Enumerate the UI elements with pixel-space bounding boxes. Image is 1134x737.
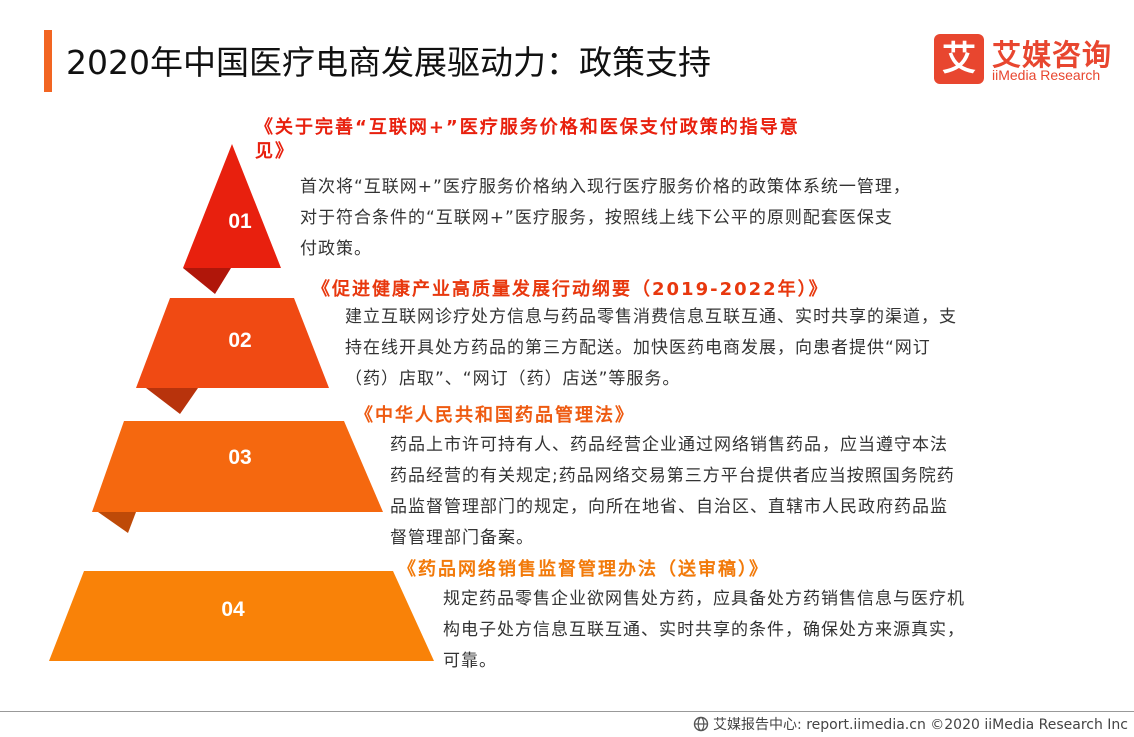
policy-3-title-line-1: 《中华人民共和国药品管理法》	[355, 405, 635, 426]
pyramid-level-3-fold	[98, 512, 136, 533]
policy-1-desc-line: 首次将“互联网+”医疗服务价格纳入现行医疗服务价格的政策体系统一管理，	[300, 177, 911, 197]
policy-3-desc-line: 品监督管理部门的规定，向所在地省、自治区、直辖市人民政府药品监	[390, 497, 948, 517]
policy-1-desc: 首次将“互联网+”医疗服务价格纳入现行医疗服务价格的政策体系统一管理， 对于符合…	[300, 172, 911, 265]
logo-cn-name: 艾媒咨询	[992, 38, 1113, 72]
logo-en-name: iiMedia Research	[992, 67, 1101, 83]
policy-4-desc-line: 构电子处方信息互联互通、实时共享的条件，确保处方来源真实，	[443, 620, 965, 640]
policy-4-desc: 规定药品零售企业欲网售处方药，应具备处方药销售信息与医疗机 构电子处方信息互联互…	[443, 584, 965, 677]
policy-4-desc-line: 可靠。	[443, 651, 497, 671]
policy-3-desc-line: 药品上市许可持有人、药品经营企业通过网络销售药品，应当遵守本法	[390, 435, 948, 455]
pyramid-level-2-fold	[146, 388, 198, 414]
policy-3-desc-line: 药品经营的有关规定;药品网络交易第三方平台提供者应当按照国务院药	[390, 466, 955, 486]
policy-1-title-line-2: 见》	[255, 141, 295, 162]
policy-3-title: 《中华人民共和国药品管理法》	[355, 404, 635, 428]
policy-2-desc-line: 持在线开具处方药品的第三方配送。加快医药电商发展，向患者提供“网订	[345, 338, 931, 358]
page-title: 2020年中国医疗电商发展驱动力：政策支持	[66, 43, 711, 82]
policy-4-desc-line: 规定药品零售企业欲网售处方药，应具备处方药销售信息与医疗机	[443, 589, 965, 609]
policy-2-title-line-1: 《促进健康产业高质量发展行动纲要（2019-2022年）》	[312, 279, 829, 300]
globe-icon	[693, 716, 709, 732]
policy-1-desc-line: 付政策。	[300, 239, 372, 259]
policy-2-desc-line: （药）店取”、“网订（药）店送”等服务。	[345, 369, 681, 389]
logo-mark: 艾	[934, 34, 984, 84]
pyramid-level-1	[183, 144, 281, 268]
policy-3-desc-line: 督管理部门备案。	[390, 528, 534, 548]
policy-2-desc-line: 建立互联网诊疗处方信息与药品零售消费信息互联互通、实时共享的渠道，支	[345, 307, 957, 327]
footer-divider	[0, 711, 1134, 712]
level-4-number: 04	[221, 598, 245, 621]
policy-4-title: 《药品网络销售监督管理办法（送审稿）》	[398, 558, 769, 582]
pyramid-level-3	[92, 421, 383, 512]
pyramid-level-1-fold	[183, 268, 231, 294]
iimedia-logo: 艾 艾媒咨询 iiMedia Research	[934, 34, 1114, 86]
pyramid-level-4	[49, 571, 434, 661]
policy-2-title: 《促进健康产业高质量发展行动纲要（2019-2022年）》	[312, 278, 829, 302]
footer-text: 艾媒报告中心: report.iimedia.cn ©2020 iiMedia …	[713, 717, 1128, 733]
level-2-number: 02	[228, 329, 252, 352]
title-accent-bar	[44, 30, 52, 92]
policy-1-title: 《关于完善“互联网+”医疗服务价格和医保支付政策的指导意 见》	[255, 116, 915, 164]
footer: 艾媒报告中心: report.iimedia.cn ©2020 iiMedia …	[693, 714, 1128, 734]
policy-1-desc-line: 对于符合条件的“互联网+”医疗服务，按照线上线下公平的原则配套医保支	[300, 208, 893, 228]
policy-1-title-line-1: 《关于完善“互联网+”医疗服务价格和医保支付政策的指导意	[255, 117, 800, 138]
policy-4-title-line-1: 《药品网络销售监督管理办法（送审稿）》	[398, 559, 769, 580]
level-3-number: 03	[228, 446, 252, 469]
policy-3-desc: 药品上市许可持有人、药品经营企业通过网络销售药品，应当遵守本法 药品经营的有关规…	[390, 430, 955, 554]
level-1-number: 01	[228, 210, 252, 233]
policy-2-desc: 建立互联网诊疗处方信息与药品零售消费信息互联互通、实时共享的渠道，支 持在线开具…	[345, 302, 957, 395]
pyramid-level-2	[136, 298, 329, 388]
